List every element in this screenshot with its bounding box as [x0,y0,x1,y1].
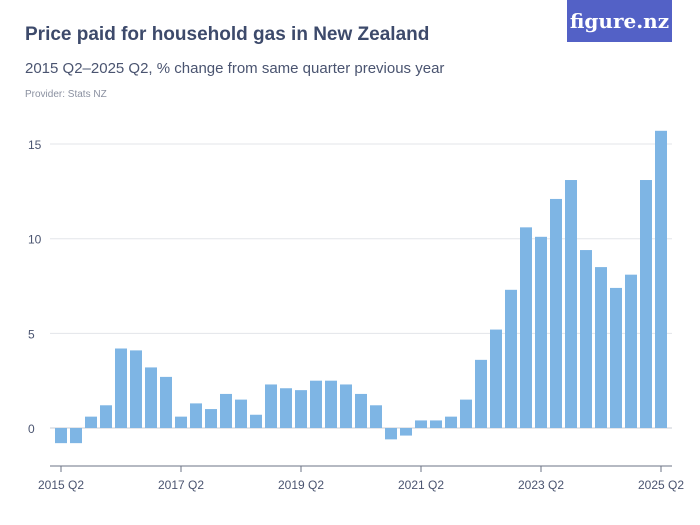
bar-2016-Q1[interactable] [100,405,112,428]
bar-2017-Q2[interactable] [175,416,187,428]
bar-2021-Q4[interactable] [445,416,457,428]
bar-2019-Q2[interactable] [295,390,307,428]
y-tick-label: 5 [28,327,35,341]
bar-2020-Q2[interactable] [355,393,367,428]
y-tick-label: 15 [28,138,42,152]
bar-2015-Q2[interactable] [55,428,67,444]
y-tick-label: 0 [28,422,35,436]
x-tick-label: 2023 Q2 [518,478,564,492]
bar-2024-Q1[interactable] [580,250,592,428]
x-tick-label: 2025 Q2 [638,478,684,492]
bar-2018-Q3[interactable] [250,414,262,428]
bar-2022-Q2[interactable] [475,359,487,428]
x-tick-label: 2021 Q2 [398,478,444,492]
bar-2023-Q1[interactable] [520,227,532,428]
bar-2021-Q3[interactable] [430,420,442,428]
bar-2016-Q3[interactable] [130,350,142,428]
x-tick-label: 2017 Q2 [158,478,204,492]
bar-2016-Q4[interactable] [145,367,157,428]
bar-2020-Q1[interactable] [340,384,352,428]
bar-2018-Q1[interactable] [220,393,232,428]
bar-2020-Q3[interactable] [370,405,382,428]
bar-2025-Q2[interactable] [655,130,667,428]
bar-2019-Q1[interactable] [280,388,292,428]
bar-2022-Q1[interactable] [460,399,472,428]
bar-2021-Q1[interactable] [400,428,412,436]
bar-2022-Q3[interactable] [490,329,502,428]
bar-2015-Q3[interactable] [70,428,82,444]
chart-subtitle: 2015 Q2–2025 Q2, % change from same quar… [25,60,445,77]
bar-2016-Q2[interactable] [115,348,127,428]
bar-2022-Q4[interactable] [505,289,517,428]
bar-2018-Q4[interactable] [265,384,277,428]
bar-2018-Q2[interactable] [235,399,247,428]
bar-2020-Q4[interactable] [385,428,397,440]
figure-nz-logo[interactable]: figure.nz [567,0,672,42]
x-tick-label: 2019 Q2 [278,478,324,492]
bar-2024-Q4[interactable] [625,274,637,428]
chart-title: Price paid for household gas in New Zeal… [25,24,430,45]
bar-2025-Q1[interactable] [640,180,652,428]
bar-2021-Q2[interactable] [415,420,427,428]
bar-2019-Q3[interactable] [310,380,322,428]
bar-2017-Q1[interactable] [160,376,172,428]
bar-2015-Q4[interactable] [85,416,97,428]
bar-2024-Q3[interactable] [610,287,622,428]
provider-label: Provider: Stats NZ [25,89,107,100]
bar-2019-Q4[interactable] [325,380,337,428]
bar-2023-Q3[interactable] [550,198,562,428]
x-tick-label: 2015 Q2 [38,478,84,492]
bar-2023-Q2[interactable] [535,236,547,428]
bar-2023-Q4[interactable] [565,180,577,428]
y-tick-label: 10 [28,233,42,247]
bar-2017-Q4[interactable] [205,409,217,428]
bar-2024-Q2[interactable] [595,267,607,428]
bar-2017-Q3[interactable] [190,403,202,428]
